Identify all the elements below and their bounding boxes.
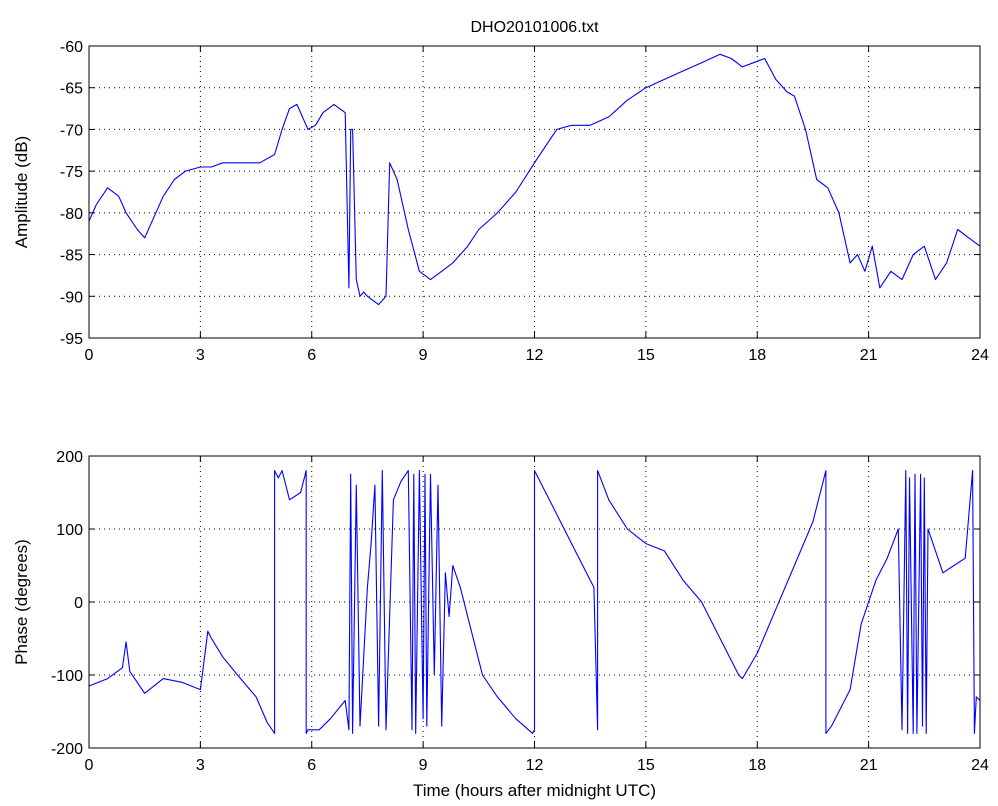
amplitude-x-tick-label: 0 bbox=[85, 347, 94, 364]
amplitude-y-axis-label: Amplitude (dB) bbox=[12, 136, 31, 248]
phase-x-tick-label: 12 bbox=[526, 757, 544, 774]
phase-x-tick-label: 6 bbox=[307, 757, 316, 774]
phase-x-tick-label: 21 bbox=[860, 757, 878, 774]
amplitude-y-tick-label: -95 bbox=[60, 331, 83, 348]
amplitude-y-tick-label: -85 bbox=[60, 248, 83, 265]
phase-y-tick-label: -100 bbox=[51, 668, 83, 685]
amplitude-x-tick-label: 15 bbox=[637, 347, 655, 364]
phase-y-tick-label: -200 bbox=[51, 741, 83, 758]
phase-y-tick-label: 0 bbox=[74, 595, 83, 612]
amplitude-plot: DHO20101006.txt Amplitude (dB) 0 3 6 9 12 15 1… bbox=[12, 19, 989, 364]
amplitude-x-tick-label: 12 bbox=[526, 347, 544, 364]
amplitude-y-tick-label: -75 bbox=[60, 164, 83, 181]
amplitude-series-line bbox=[88, 53, 981, 306]
phase-y-axis-label: Phase (degrees) bbox=[12, 539, 31, 665]
phase-x-axis-label: Time (hours after midnight UTC) bbox=[413, 781, 656, 800]
phase-y-tick-label: 100 bbox=[56, 522, 83, 539]
amplitude-y-tick-label: -70 bbox=[60, 122, 83, 139]
phase-x-tick-label: 0 bbox=[85, 757, 94, 774]
amplitude-x-tick-label: 21 bbox=[860, 347, 878, 364]
amplitude-x-tick-label: 24 bbox=[971, 347, 989, 364]
amplitude-y-tick-label: -80 bbox=[60, 206, 83, 223]
phase-series-line bbox=[88, 470, 981, 734]
amplitude-x-tick-label: 9 bbox=[419, 347, 428, 364]
phase-x-tick-label: 9 bbox=[419, 757, 428, 774]
phase-plot: Phase (degrees) Time (hours after midnig… bbox=[12, 449, 989, 800]
phase-x-tick-label: 15 bbox=[637, 757, 655, 774]
chart-title: DHO20101006.txt bbox=[470, 19, 599, 36]
phase-x-tick-label: 24 bbox=[971, 757, 989, 774]
phase-y-tick-label: 200 bbox=[56, 449, 83, 466]
amplitude-y-tick-label: -90 bbox=[60, 289, 83, 306]
amplitude-x-tick-label: 18 bbox=[748, 347, 766, 364]
phase-x-tick-label: 3 bbox=[196, 757, 205, 774]
amplitude-x-tick-label: 6 bbox=[307, 347, 316, 364]
amplitude-y-tick-label: -65 bbox=[60, 81, 83, 98]
amplitude-x-tick-label: 3 bbox=[196, 347, 205, 364]
phase-x-tick-label: 18 bbox=[748, 757, 766, 774]
amplitude-y-tick-label: -60 bbox=[60, 39, 83, 56]
